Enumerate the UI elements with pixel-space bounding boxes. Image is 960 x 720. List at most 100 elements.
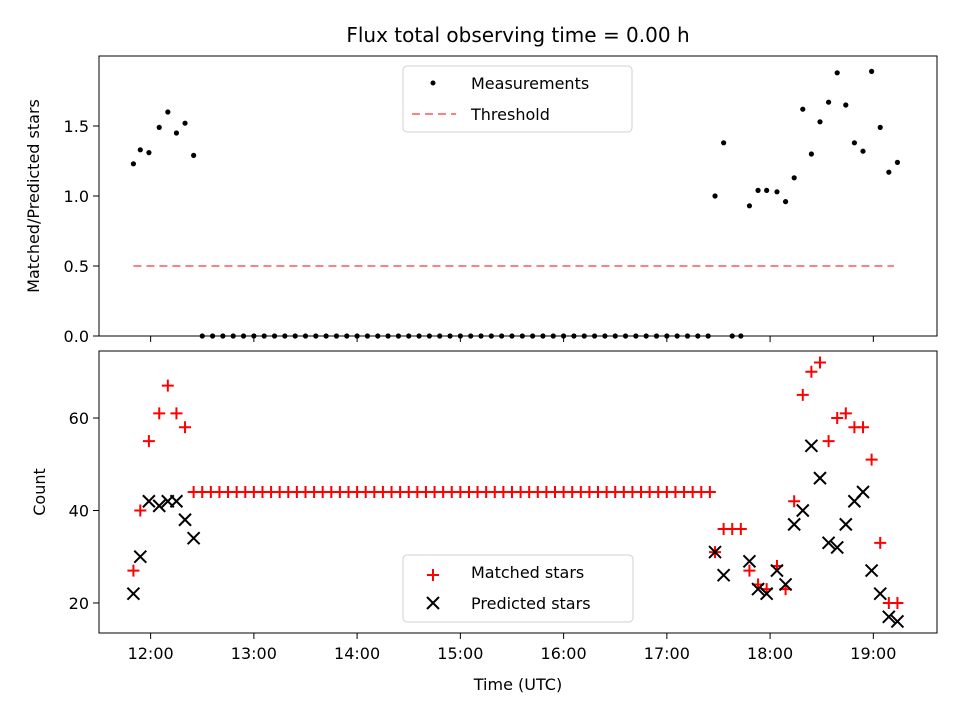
matched-star-point bbox=[142, 435, 155, 448]
legend-matched-label: Matched stars bbox=[471, 563, 584, 582]
matched-star-point bbox=[153, 407, 166, 420]
predicted-star-point bbox=[152, 499, 166, 513]
bottom-x-tick-label: 16:00 bbox=[541, 644, 587, 663]
predicted-star-point bbox=[873, 586, 887, 601]
legend-matched-marker bbox=[427, 569, 439, 581]
measurement-point bbox=[843, 102, 849, 108]
predicted-star-point bbox=[839, 517, 853, 532]
measurement-point bbox=[877, 124, 883, 130]
predicted-star-point bbox=[133, 550, 148, 564]
measurement-point bbox=[860, 148, 866, 154]
matched-star-point bbox=[865, 453, 878, 466]
predicted-star-point bbox=[778, 577, 793, 592]
matched-star-point bbox=[179, 421, 192, 434]
bottom-y-axis-label: Count bbox=[30, 468, 49, 516]
predicted-star-point bbox=[856, 485, 870, 499]
measurement-point bbox=[146, 150, 152, 156]
matched-star-point bbox=[813, 356, 826, 369]
bottom-x-tick-label: 14:00 bbox=[334, 644, 380, 663]
top-y-tick-label: 1.0 bbox=[64, 187, 89, 206]
bottom-x-tick-label: 15:00 bbox=[437, 644, 483, 663]
predicted-star-point bbox=[830, 540, 844, 555]
legend-predicted-label: Predicted stars bbox=[471, 594, 591, 613]
bottom-x-tick-label: 13:00 bbox=[231, 644, 277, 663]
matched-star-point bbox=[891, 596, 904, 609]
measurement-point bbox=[782, 199, 789, 205]
predicted-star-point bbox=[890, 614, 905, 629]
bottom-y-tick-label: 60 bbox=[69, 409, 89, 428]
predicted-star-point bbox=[770, 563, 784, 578]
chart-title: Flux total observing time = 0.00 h bbox=[346, 23, 689, 47]
measurement-point bbox=[808, 151, 814, 157]
predicted-star-point bbox=[804, 439, 819, 453]
predicted-star-point bbox=[126, 586, 141, 601]
top-legend-box bbox=[402, 65, 633, 133]
matched-star-point bbox=[822, 435, 835, 448]
measurement-point bbox=[173, 130, 180, 136]
measurement-point bbox=[894, 159, 901, 165]
matched-star-point bbox=[831, 412, 844, 425]
bottom-y-tick-label: 40 bbox=[69, 501, 89, 520]
measurement-point bbox=[165, 109, 171, 115]
top-y-axis-label: Matched/Predicted stars bbox=[24, 99, 43, 293]
measurement-point bbox=[791, 175, 797, 181]
matched-star-point bbox=[134, 504, 147, 517]
predicted-star-point bbox=[813, 471, 827, 485]
bottom-y-ticks: 20 40 60 bbox=[69, 409, 99, 613]
bottom-plot-frame bbox=[98, 350, 938, 634]
measurement-point bbox=[834, 70, 840, 76]
predicted-star-point bbox=[787, 517, 801, 532]
measurement-point bbox=[130, 161, 137, 167]
bottom-x-tick-label: 19:00 bbox=[850, 644, 896, 663]
measurement-point bbox=[869, 68, 875, 74]
predicted-star-point bbox=[186, 531, 201, 545]
top-y-ticks: 0.0 0.5 1.0 1.5 bbox=[64, 117, 99, 346]
matched-star-point bbox=[874, 536, 887, 549]
measurement-point bbox=[721, 140, 727, 146]
matched-star-point bbox=[857, 421, 870, 434]
measurement-point bbox=[800, 106, 806, 112]
measurement-point bbox=[712, 193, 718, 199]
predicted-star-point bbox=[751, 582, 765, 596]
bottom-legend-box bbox=[402, 554, 634, 623]
measurement-point bbox=[755, 187, 761, 193]
predicted-star-points bbox=[126, 439, 905, 629]
legend-predicted-marker bbox=[426, 596, 440, 610]
bottom-y-tick-label: 20 bbox=[69, 594, 89, 613]
matched-star-point bbox=[703, 486, 716, 498]
top-plot-frame bbox=[98, 55, 938, 337]
legend-threshold-label: Threshold bbox=[470, 105, 550, 124]
predicted-star-point bbox=[742, 554, 757, 569]
predicted-star-point bbox=[882, 610, 896, 624]
measurement-point bbox=[825, 99, 832, 105]
measurement-points bbox=[130, 68, 901, 339]
ratio-panel: Flux total observing time = 0.00 h Match… bbox=[24, 23, 938, 346]
measurement-point bbox=[137, 147, 143, 153]
matched-star-point bbox=[743, 564, 756, 577]
predicted-star-point bbox=[708, 545, 722, 559]
bottom-x-tick-label: 17:00 bbox=[644, 644, 690, 663]
predicted-star-point bbox=[169, 494, 184, 508]
matched-star-point bbox=[161, 379, 174, 392]
matched-star-point bbox=[796, 388, 809, 401]
predicted-star-point bbox=[716, 568, 731, 582]
predicted-star-point bbox=[759, 586, 774, 601]
measurement-point bbox=[817, 119, 823, 125]
bottom-x-axis-label: Time (UTC) bbox=[473, 675, 562, 694]
matched-star-point bbox=[839, 407, 852, 420]
measurement-point bbox=[156, 124, 162, 130]
predicted-star-point bbox=[864, 563, 879, 578]
top-y-tick-label: 0.0 bbox=[64, 327, 89, 346]
legend-measurements-label: Measurements bbox=[471, 74, 589, 93]
bottom-x-tick-label: 18:00 bbox=[747, 644, 793, 663]
matched-star-point bbox=[734, 522, 747, 535]
measurement-point bbox=[774, 189, 780, 195]
predicted-star-point bbox=[821, 536, 836, 550]
measurement-point bbox=[851, 140, 858, 146]
bottom-x-ticks: 12:00 13:00 14:00 15:00 16:00 17:00 18:00 19:00 bbox=[128, 633, 896, 663]
measurement-point bbox=[191, 152, 197, 158]
legend-measurement-marker bbox=[430, 80, 436, 86]
predicted-star-point bbox=[142, 494, 156, 508]
